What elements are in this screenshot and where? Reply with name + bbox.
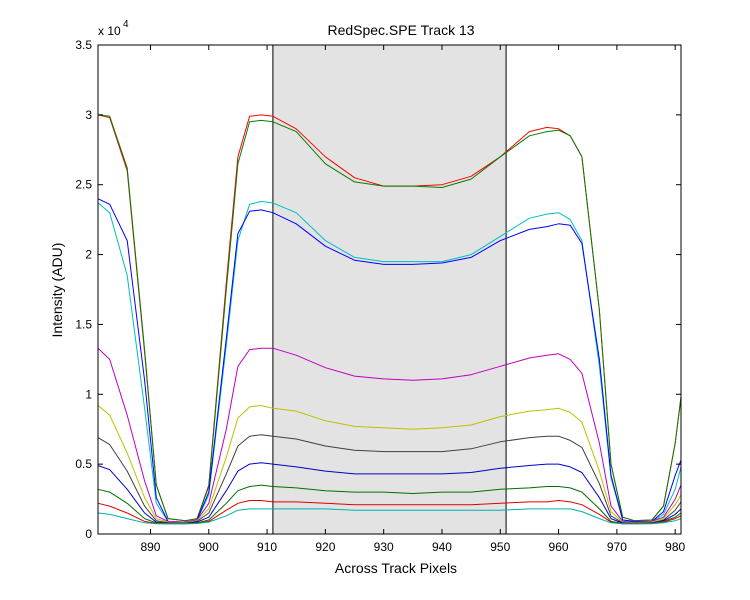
series-line-2: [97, 114, 682, 522]
y-tick-label-5: 2.5: [75, 178, 92, 192]
tick-layer: 890 900 910 920 930 940 950 960 970 980 0 0.5 1 1.5 2 2…: [75, 38, 685, 554]
x-axis-label: Across Track Pixels: [335, 560, 457, 576]
x-tick-label-910: 910: [257, 540, 277, 554]
y-exponent-power: 4: [123, 19, 129, 30]
y-tick-label-4: 2: [85, 248, 92, 262]
y-tick-label-2: 1: [85, 387, 92, 401]
x-tick-label-970: 970: [607, 540, 627, 554]
chart-title: RedSpec.SPE Track 13: [327, 22, 474, 38]
series-layer: [97, 114, 682, 525]
y-tick-label-7: 3.5: [75, 38, 92, 52]
x-tick-label-900: 900: [199, 540, 219, 554]
y-tick-label-6: 3: [85, 108, 92, 122]
x-tick-label-980: 980: [665, 540, 685, 554]
x-tick-label-950: 950: [490, 540, 510, 554]
plot-frame: [97, 44, 682, 535]
x-tick-label-920: 920: [315, 540, 335, 554]
x-tick-label-960: 960: [549, 540, 569, 554]
y-tick-label-3: 1.5: [75, 317, 92, 331]
shaded-region: [272, 45, 507, 534]
y-tick-label-1: 0.5: [75, 457, 92, 471]
y-tick-label-0: 0: [85, 527, 92, 541]
y-exponent-label: x 10: [98, 24, 121, 38]
series-line-11: [97, 508, 682, 525]
x-tick-label-890: 890: [140, 540, 160, 554]
y-axis-label: Intensity (ADU): [49, 243, 65, 338]
x-tick-label-930: 930: [374, 540, 394, 554]
x-tick-label-940: 940: [432, 540, 452, 554]
series-line-5: [97, 347, 682, 523]
